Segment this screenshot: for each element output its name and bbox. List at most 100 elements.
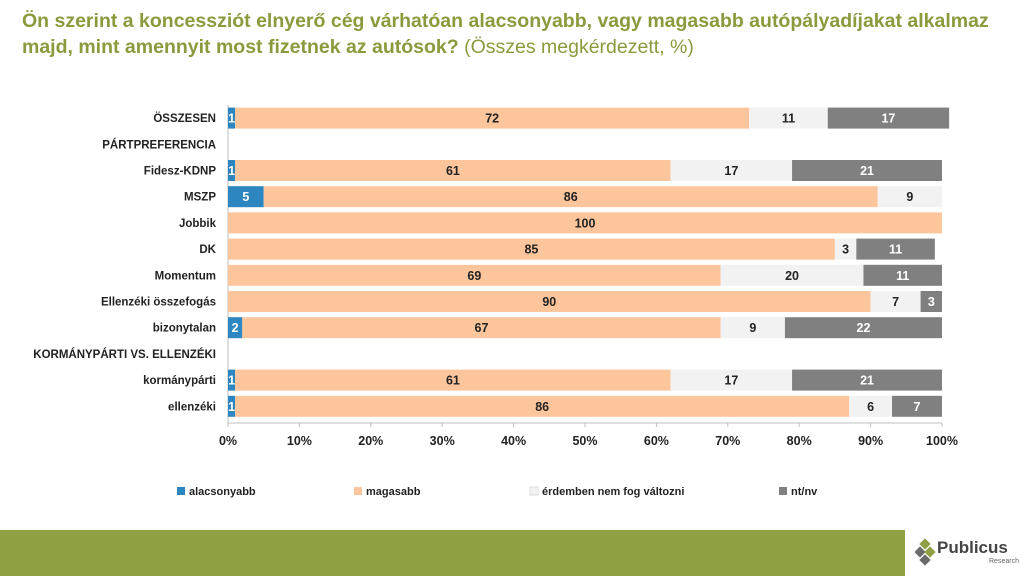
data-label: 6 — [867, 400, 874, 414]
category-label: Fidesz-KDNP — [144, 166, 217, 178]
bar-rdemben-nem-fog-v-ltozni — [749, 107, 828, 129]
logo-diamond-icon — [915, 538, 936, 566]
data-label: 72 — [485, 112, 499, 126]
data-label: 9 — [906, 190, 913, 204]
data-label: 86 — [535, 400, 549, 414]
bar-magasabb — [235, 160, 671, 181]
bar-nt-nv — [827, 107, 950, 129]
category-label: Jobbik — [179, 218, 217, 230]
data-label: 90 — [542, 295, 556, 309]
bar-rdemben-nem-fog-v-ltozni — [720, 317, 785, 339]
data-label: 1 — [228, 400, 235, 414]
bar-nt-nv — [856, 238, 935, 260]
bar-alacsonyabb — [228, 107, 236, 129]
bar-alacsonyabb — [228, 160, 236, 181]
stacked-bar-chart: ÖSSZESEN 1 72 11 17PÁRTPREFERENCIAFidesz-KDN… — [33, 105, 958, 498]
category-label: Ellenzéki összefogás — [101, 297, 216, 309]
data-label: 7 — [914, 400, 921, 414]
bar-nt-nv — [792, 160, 942, 181]
data-label: 1 — [228, 112, 235, 126]
data-label: 11 — [889, 243, 902, 257]
data-label: 61 — [446, 374, 460, 388]
x-tick-label: 50% — [572, 434, 597, 448]
x-tick-label: 40% — [501, 434, 526, 448]
bar-rdemben-nem-fog-v-ltozni — [870, 291, 921, 312]
bar-rdemben-nem-fog-v-ltozni — [834, 238, 857, 260]
bar-magasabb — [235, 369, 671, 391]
bar-magasabb — [235, 395, 850, 417]
legend-swatch-nt-nv — [779, 487, 787, 495]
data-label: 21 — [860, 164, 874, 178]
footer-bar — [0, 530, 905, 576]
chart-title: Ön szerint a koncessziót elnyerő cég vár… — [22, 8, 1012, 60]
x-tick-label: 70% — [715, 434, 740, 448]
legend-label: alacsonyabb — [189, 486, 256, 498]
bar-nt-nv — [792, 369, 942, 391]
bar-magasabb — [263, 186, 878, 208]
data-label: 17 — [881, 112, 895, 126]
data-label: 3 — [842, 243, 849, 257]
data-label: 85 — [524, 243, 538, 257]
x-tick-label: 10% — [287, 434, 312, 448]
x-tick-label: 30% — [430, 434, 455, 448]
bar-rdemben-nem-fog-v-ltozni — [720, 264, 864, 286]
bar-magasabb — [228, 291, 871, 312]
data-label: 86 — [564, 190, 578, 204]
bar-nt-nv — [892, 395, 942, 417]
data-label: 1 — [228, 164, 235, 178]
data-label: 61 — [446, 164, 460, 178]
bar-rdemben-nem-fog-v-ltozni — [670, 369, 793, 391]
bar-magasabb — [228, 264, 721, 286]
data-label: 9 — [749, 321, 756, 335]
data-label: 1 — [228, 374, 235, 388]
x-tick-label: 80% — [787, 434, 812, 448]
chart-title-main: Ön szerint a koncessziót elnyerő cég vár… — [22, 10, 989, 58]
bar-rdemben-nem-fog-v-ltozni — [849, 395, 893, 417]
data-label: 69 — [467, 269, 481, 283]
bar-magasabb — [235, 107, 750, 129]
x-tick-label: 60% — [644, 434, 669, 448]
data-label: 21 — [860, 374, 874, 388]
bar-nt-nv — [784, 317, 942, 339]
data-label: 11 — [782, 112, 795, 126]
bar-alacsonyabb — [228, 395, 236, 417]
chart-title-sub: (Összes megkérdezett, %) — [464, 36, 694, 58]
logo-name: Publicus — [937, 538, 1008, 557]
category-label: Momentum — [155, 270, 216, 282]
bar-alacsonyabb — [228, 186, 264, 208]
legend-label: magasabb — [366, 486, 421, 498]
bar-rdemben-nem-fog-v-ltozni — [670, 160, 793, 181]
data-label: 5 — [242, 190, 249, 204]
category-label: DK — [199, 244, 216, 256]
category-label: ÖSSZESEN — [153, 112, 216, 125]
data-label: 67 — [475, 321, 489, 335]
bar-magasabb — [228, 238, 835, 260]
bar-magasabb — [228, 212, 942, 234]
bar-rdemben-nem-fog-v-ltozni — [877, 186, 942, 208]
bar-nt-nv — [863, 264, 942, 286]
category-label: bizonytalan — [153, 323, 216, 335]
data-label: 11 — [896, 269, 909, 283]
category-label: PÁRTPREFERENCIA — [102, 138, 216, 151]
publicus-logo: Publicus Research — [915, 536, 1020, 572]
legend-label: érdemben nem fog változni — [542, 486, 684, 498]
legend-swatch-magasabb — [354, 487, 362, 495]
category-label: ellenzéki — [168, 401, 216, 413]
data-label: 20 — [785, 269, 799, 283]
bar-alacsonyabb — [228, 317, 243, 339]
data-label: 22 — [857, 321, 871, 335]
data-label: 2 — [232, 321, 239, 335]
logo-sub: Research — [989, 558, 1019, 565]
x-tick-label: 0% — [219, 434, 237, 448]
legend-label: nt/nv — [791, 486, 818, 498]
bar-magasabb — [242, 317, 721, 339]
bar-nt-nv — [920, 291, 942, 312]
data-label: 17 — [724, 164, 738, 178]
data-label: 17 — [724, 374, 738, 388]
x-tick-label: 20% — [358, 434, 383, 448]
x-tick-label: 100% — [926, 434, 958, 448]
bar-alacsonyabb — [228, 369, 236, 391]
legend-swatch-rdemben-nem-fog-v-ltozni — [529, 486, 539, 496]
category-label: kormánypárti — [143, 375, 216, 387]
data-label: 100 — [575, 216, 596, 230]
